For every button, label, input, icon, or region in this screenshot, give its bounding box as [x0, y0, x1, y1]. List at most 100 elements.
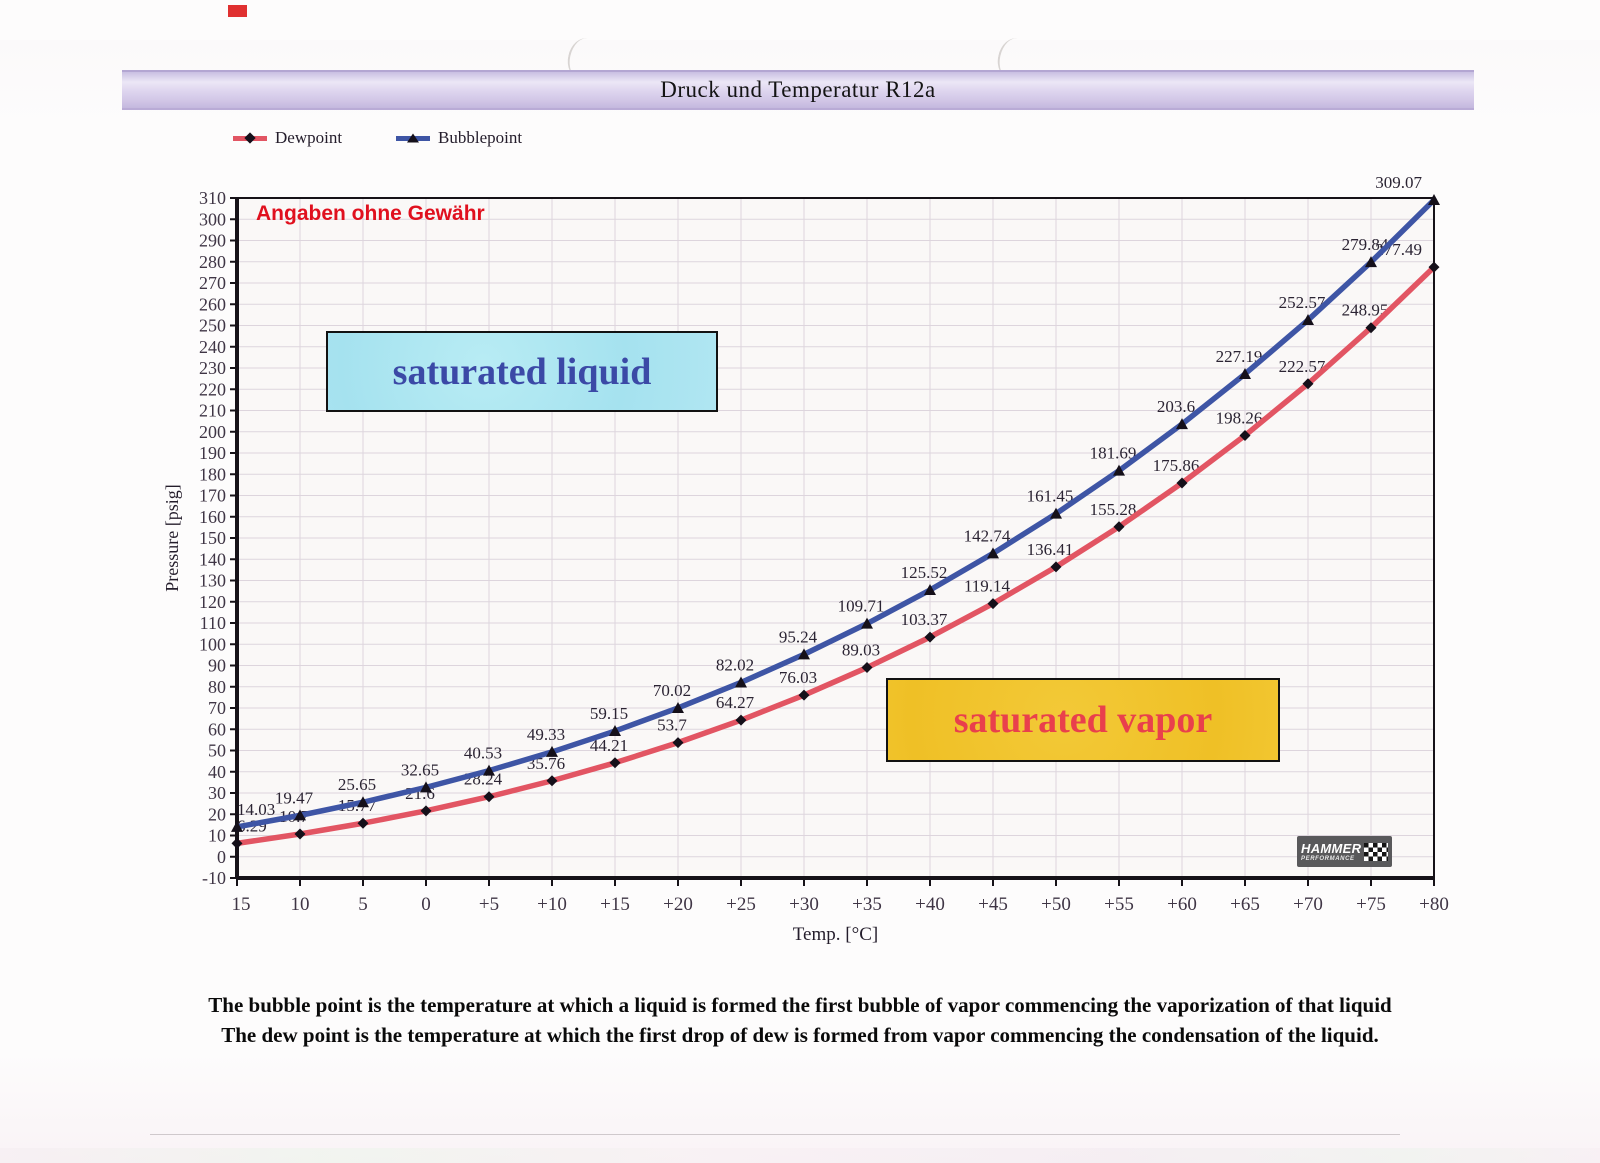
data-point-label: 82.02: [716, 655, 754, 674]
data-point-label: 198.26: [1216, 408, 1263, 427]
data-point-label: 279.84: [1342, 235, 1389, 254]
bubblepoint-line-swatch: [396, 133, 431, 143]
x-tick-label: +20: [663, 894, 693, 915]
data-point-label: 136.41: [1027, 540, 1074, 559]
y-tick-label: 160: [199, 507, 226, 527]
y-tick-label: 220: [199, 379, 226, 399]
legend-label-bubblepoint: Bubblepoint: [438, 128, 523, 147]
hammer-performance-logo: HAMMER PERFORMANCE: [1297, 836, 1392, 867]
y-tick-label: 270: [199, 273, 226, 293]
x-tick-label: +25: [726, 894, 756, 915]
page-title: Druck und Temperatur R12a: [660, 77, 936, 102]
x-tick-label: +45: [978, 894, 1008, 915]
footer-line1: The bubble point is the temperature at w…: [208, 993, 1392, 1017]
y-tick-label: 50: [208, 741, 226, 761]
y-tick-label: 150: [199, 528, 226, 548]
y-tick-label: 240: [199, 337, 226, 357]
checkered-flag-icon: [1364, 842, 1388, 861]
x-tick-label: +60: [1167, 894, 1197, 915]
y-tick-label: 250: [199, 316, 226, 336]
data-point-label: 59.15: [590, 704, 628, 723]
y-tick-label: 10: [208, 826, 226, 846]
data-point-label: 89.03: [842, 641, 880, 660]
y-tick-label: 170: [199, 486, 226, 506]
x-tick-label: 10: [291, 894, 310, 915]
data-point-label: 53.7: [657, 716, 687, 735]
y-tick-label: 20: [208, 804, 226, 824]
legend-label-dewpoint: Dewpoint: [275, 128, 343, 147]
saturated-liquid-label-box: saturated liquid: [326, 331, 718, 412]
data-point-label: 95.24: [779, 627, 818, 646]
data-point-label: 309.07: [1375, 173, 1422, 192]
data-point-label: 103.37: [901, 610, 948, 629]
y-tick-label: 190: [199, 443, 226, 463]
y-axis-title: Pressure [psig]: [162, 484, 182, 591]
y-tick-label: 0: [217, 847, 226, 867]
y-tick-label: 30: [208, 783, 226, 803]
legend-item-dewpoint: Dewpoint: [233, 128, 342, 148]
data-point-label: 248.95: [1342, 301, 1389, 320]
data-point-label: 14.03: [237, 800, 275, 819]
dewpoint-line-swatch: [233, 132, 267, 144]
saturated-vapor-label-box: saturated vapor: [886, 678, 1280, 762]
x-tick-label: +80: [1419, 894, 1449, 915]
data-point-label: 142.74: [964, 526, 1011, 545]
y-tick-label: 230: [199, 358, 226, 378]
legend-item-bubblepoint: Bubblepoint: [396, 128, 522, 148]
disclaimer-text: Angaben ohne Gewähr: [256, 202, 485, 225]
scan-edge-strip: [0, 1148, 1600, 1163]
y-tick-label: 80: [208, 677, 226, 697]
x-tick-label: +50: [1041, 894, 1071, 915]
axis-ticks: -100102030405060708090100110120130140150…: [199, 188, 1449, 915]
data-point-label: 119.14: [964, 577, 1011, 596]
logo-line2: PERFORMANCE: [1301, 855, 1355, 862]
y-tick-label: 210: [199, 401, 226, 421]
saturated-liquid-label: saturated liquid: [392, 350, 652, 393]
y-tick-label: 100: [199, 634, 226, 654]
data-point-label: 175.86: [1153, 456, 1200, 475]
x-tick-label: +55: [1104, 894, 1134, 915]
data-point-label: 155.28: [1090, 500, 1137, 519]
y-tick-label: 260: [199, 294, 226, 314]
footer-description: The bubble point is the temperature at w…: [0, 990, 1600, 1051]
y-tick-label: 90: [208, 656, 226, 676]
y-tick-label: 120: [199, 592, 226, 612]
y-tick-label: 290: [199, 231, 226, 251]
data-point-label: 222.57: [1279, 357, 1326, 376]
data-point-label: 76.03: [779, 668, 817, 687]
data-point-label: 181.69: [1090, 444, 1137, 463]
y-tick-label: 110: [200, 613, 226, 633]
x-tick-label: 15: [232, 894, 251, 915]
scan-edge-line: [150, 1134, 1400, 1135]
data-point-label: 44.21: [590, 736, 628, 755]
data-point-label: 40.53: [464, 744, 502, 763]
y-tick-label: 200: [199, 422, 226, 442]
footer-line2: The dew point is the temperature at whic…: [221, 1023, 1379, 1048]
data-point-label: 19.47: [275, 788, 314, 807]
x-tick-label: +15: [600, 894, 630, 915]
data-point-label: 161.45: [1027, 487, 1074, 506]
markers-bubblepoint: [231, 193, 1440, 832]
x-tick-label: +40: [915, 894, 945, 915]
x-tick-label: +30: [789, 894, 819, 915]
y-tick-label: 310: [199, 188, 226, 208]
x-tick-label: +10: [537, 894, 567, 915]
data-point-label: 125.52: [901, 563, 948, 582]
data-point-label: 32.65: [401, 760, 439, 779]
triangle-marker-icon: [407, 133, 420, 143]
y-tick-label: 70: [208, 698, 226, 718]
x-axis-title: Temp. [°C]: [793, 924, 878, 945]
y-tick-label: 40: [208, 762, 226, 782]
y-tick-label: 60: [208, 719, 226, 739]
x-tick-label: +70: [1293, 894, 1323, 915]
series-curve-dewpoint: [234, 264, 1437, 847]
logo-line1: HAMMER: [1301, 840, 1362, 856]
x-tick-label: +5: [479, 894, 499, 915]
scan-red-mark: [228, 5, 247, 17]
series-curve-bubblepoint: [234, 197, 1437, 830]
markers-dewpoint: [231, 261, 1440, 849]
chart-legend: Dewpoint Bubblepoint: [233, 128, 522, 148]
data-point-label: 49.33: [527, 725, 565, 744]
